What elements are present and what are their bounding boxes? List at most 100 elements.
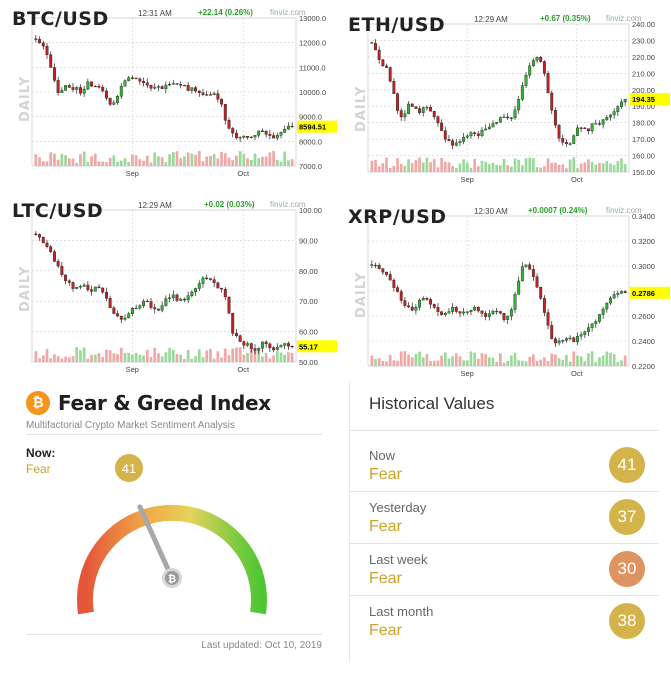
- candle-body: [590, 323, 594, 328]
- candle-body: [568, 143, 572, 145]
- finviz-link[interactable]: finviz.com: [606, 14, 642, 23]
- volume-bar: [149, 356, 153, 362]
- volume-bar: [105, 349, 108, 362]
- candle-body: [171, 294, 175, 299]
- volume-bar: [64, 155, 67, 166]
- candle-body: [418, 108, 422, 113]
- volume-bar: [171, 152, 175, 166]
- y-tick-label: 10000.0: [299, 88, 326, 97]
- candle-body: [396, 93, 399, 111]
- value-badge: 37: [609, 499, 645, 535]
- volume-bar: [370, 355, 374, 366]
- finviz-link[interactable]: finviz.com: [270, 8, 306, 17]
- volume-bar: [623, 164, 627, 172]
- candle-body: [153, 86, 157, 89]
- current-price-box: [297, 120, 337, 133]
- candle-body: [164, 298, 168, 306]
- period-label: Yesterday: [369, 500, 427, 515]
- volume-bar: [392, 360, 396, 366]
- volume-bar: [123, 352, 127, 362]
- volume-bar: [506, 360, 510, 366]
- volume-bar: [572, 351, 576, 366]
- candle-body: [249, 343, 253, 349]
- volume-bar: [53, 354, 56, 362]
- candle-body: [145, 82, 149, 86]
- btc-chart-panel: 13000.0 12000.0 11000.0 10000.0 9000.0 8000.0…: [6, 4, 338, 180]
- y-tick-label: 100.00: [299, 206, 322, 215]
- index-title: Fear & Greed Index: [58, 391, 271, 415]
- candle-body: [205, 94, 209, 96]
- candle-body: [56, 261, 60, 267]
- volume-bar: [436, 167, 440, 172]
- candle-body: [134, 307, 138, 310]
- volume-bar: [119, 347, 123, 362]
- candle-body: [156, 308, 160, 311]
- volume-bar: [45, 161, 49, 166]
- classification: Fear: [369, 570, 402, 587]
- volume-bar: [160, 157, 164, 166]
- y-tick-label: 180.00: [632, 119, 655, 128]
- finviz-link[interactable]: finviz.com: [270, 200, 306, 209]
- volume-bar: [231, 348, 235, 362]
- candle-body: [123, 317, 127, 320]
- candle-body: [190, 291, 194, 296]
- candle-body: [473, 306, 477, 311]
- candle-body: [197, 90, 201, 93]
- classification: Fear: [369, 518, 402, 535]
- volume-bar: [550, 162, 554, 172]
- volume-bar: [429, 360, 432, 366]
- volume-bar: [502, 362, 506, 366]
- y-tick-label: 0.2400: [632, 337, 655, 346]
- y-tick-label: 70.00: [299, 297, 318, 306]
- candle-body: [601, 308, 605, 315]
- candle-body: [517, 280, 521, 295]
- y-tick-label: 90.00: [299, 236, 318, 245]
- volume-bar: [209, 155, 212, 166]
- y-tick-label: 170.00: [632, 135, 655, 144]
- candle-body: [116, 313, 120, 317]
- ltc-chart: 100.00 90.00 80.00 70.00 60.00 50.00 Sep Oct 55.…: [31, 206, 337, 374]
- candle-body: [75, 286, 79, 289]
- candle-body: [598, 314, 601, 322]
- divider: [349, 595, 659, 596]
- volume-bar: [290, 159, 294, 166]
- candle-body: [528, 264, 532, 270]
- candle-body: [149, 301, 153, 308]
- volume-bar: [473, 352, 476, 366]
- volume-bar: [476, 166, 480, 172]
- volume-bar: [34, 154, 38, 166]
- volume-bar: [93, 354, 97, 362]
- candle-body: [212, 279, 216, 283]
- y-tick-label: 240.00: [632, 20, 655, 29]
- candle-body: [539, 287, 543, 299]
- x-tick-label: Sep: [461, 369, 474, 378]
- volume-bar: [432, 159, 436, 172]
- candle-body: [465, 135, 469, 138]
- candle-body: [498, 311, 502, 314]
- volume-bar: [90, 156, 93, 166]
- candle-body: [476, 306, 480, 312]
- volume-bar: [554, 354, 557, 366]
- y-tick-label: 230.00: [632, 36, 655, 45]
- candle-body: [557, 124, 561, 139]
- volume-bar: [71, 158, 75, 166]
- volume-bar: [388, 167, 392, 172]
- candle-body: [234, 333, 238, 336]
- candle-body: [414, 106, 418, 109]
- volume-bar: [451, 356, 454, 366]
- candle-body: [127, 77, 131, 81]
- gauge-needle: [137, 504, 175, 581]
- candle-body: [60, 265, 64, 276]
- candle-body: [127, 313, 131, 319]
- volume-bar: [605, 351, 609, 366]
- volume-bar: [67, 158, 71, 166]
- volume-bar: [469, 168, 473, 172]
- candle-body: [605, 117, 609, 120]
- y-tick-label: 13000.0: [299, 14, 326, 23]
- candle-body: [506, 315, 510, 320]
- candle-body: [421, 298, 425, 301]
- volume-bar: [157, 353, 160, 362]
- finviz-link[interactable]: finviz.com: [606, 206, 642, 215]
- candle-body: [443, 313, 447, 315]
- historical-title: Historical Values: [369, 394, 495, 413]
